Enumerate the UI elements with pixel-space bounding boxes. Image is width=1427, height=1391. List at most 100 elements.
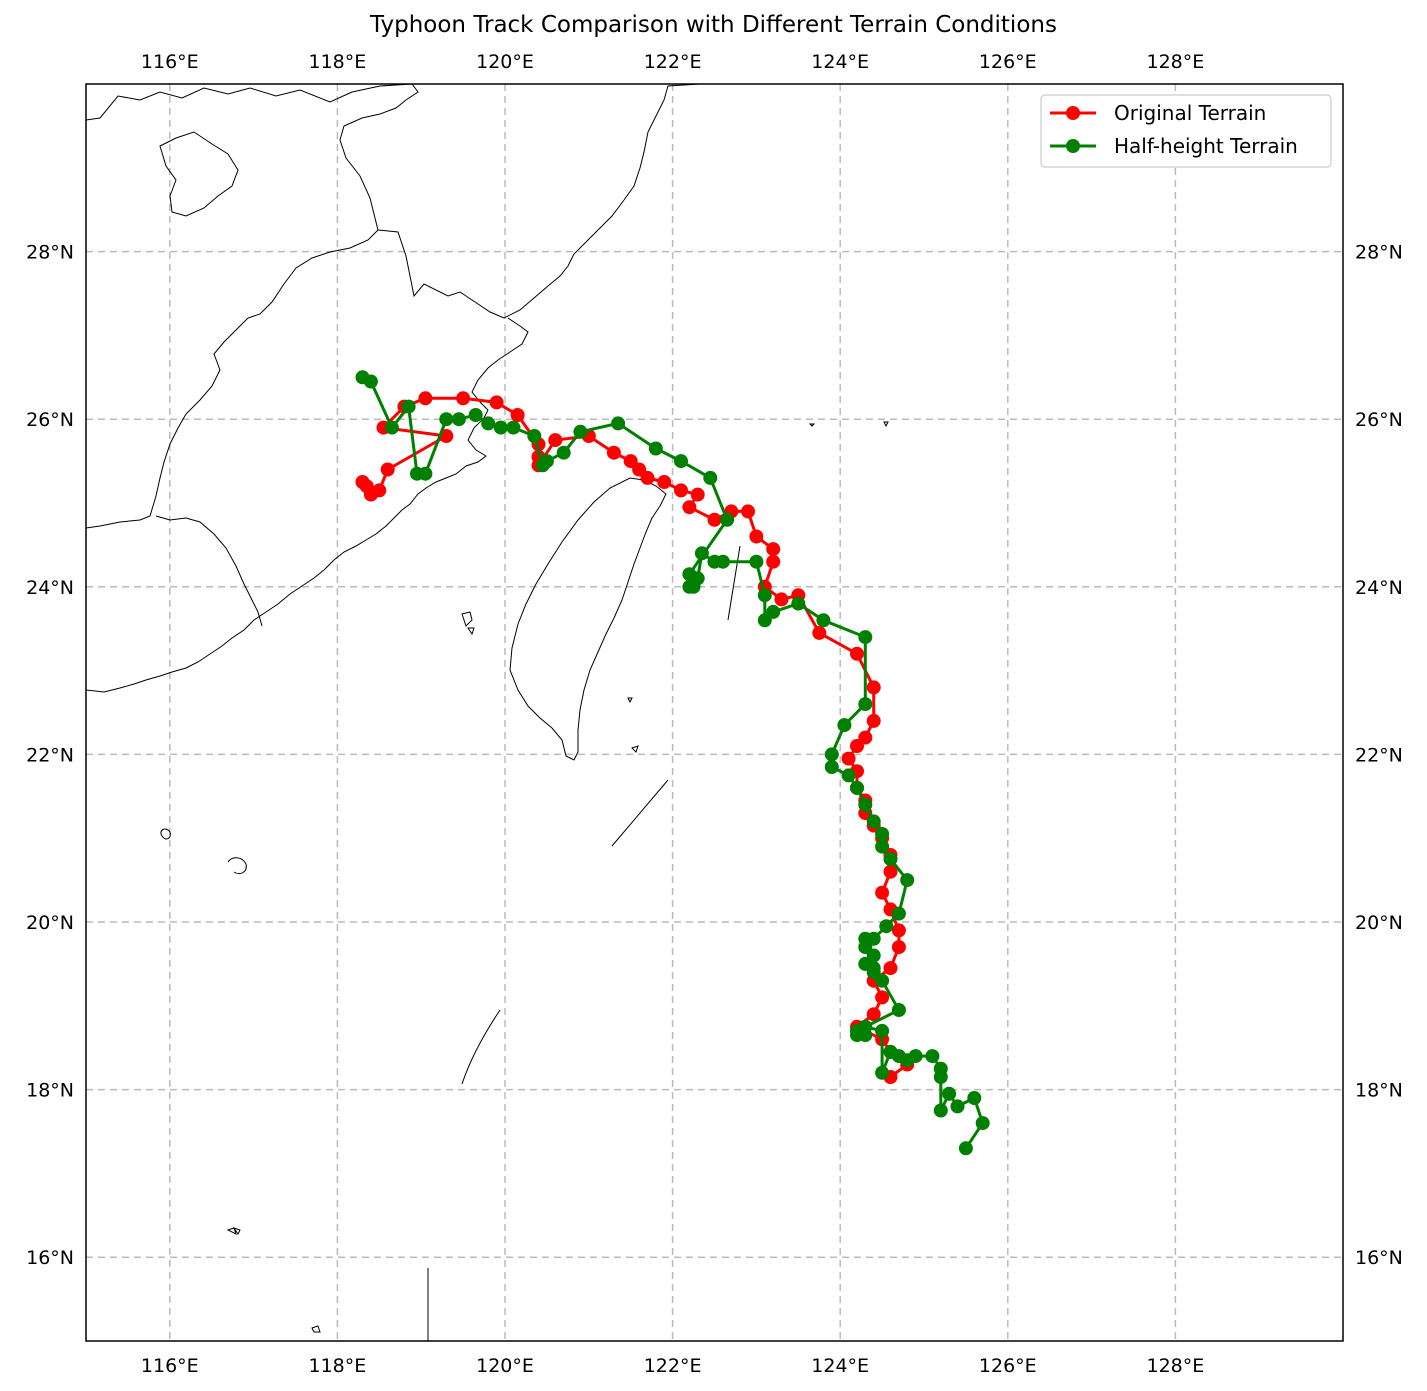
tick-label-lat-left: 22°N — [26, 744, 74, 766]
axis-ticks: 116°E 116°E 118°E 118°E 120°E 120°E 122°E 122°E… — [26, 51, 1403, 1377]
track-point — [682, 500, 697, 515]
tick-label-lon-bottom: 126°E — [979, 1355, 1037, 1377]
legend-label-half: Half-height Terrain — [1114, 134, 1298, 158]
tick-label-lat-right: 26°N — [1355, 409, 1403, 431]
track-point — [766, 542, 781, 557]
track-point — [648, 441, 663, 456]
tick-label-lon-top: 118°E — [309, 51, 367, 73]
coast-fujian — [86, 317, 529, 693]
track-point — [866, 1007, 881, 1022]
track-point — [925, 1049, 940, 1064]
track-point — [690, 487, 705, 502]
track-point — [527, 429, 542, 443]
track-series-original — [355, 391, 915, 1084]
track-point — [850, 1023, 864, 1038]
track-point — [858, 697, 873, 712]
track-point — [875, 990, 890, 1005]
track-point — [841, 751, 856, 766]
track-point — [481, 416, 496, 431]
track-point — [468, 408, 483, 422]
track-point — [674, 454, 688, 469]
track-point — [657, 475, 672, 489]
track-point — [757, 588, 772, 603]
track-point — [694, 546, 709, 561]
tick-label-lat-right: 28°N — [1355, 242, 1403, 264]
tick-label-lon-bottom: 118°E — [309, 1355, 367, 1377]
track-point — [674, 483, 688, 498]
track-point — [749, 554, 764, 569]
tick-label-lon-bottom: 124°E — [811, 1355, 869, 1377]
track-point — [757, 613, 772, 628]
track-point — [879, 919, 894, 934]
tick-label-lat-left: 18°N — [26, 1080, 74, 1102]
track-point — [573, 424, 588, 439]
track-point — [975, 1116, 990, 1131]
track-point — [682, 567, 697, 582]
mainland-coastline — [86, 84, 701, 319]
track-point — [858, 797, 873, 812]
small-island-2 — [631, 745, 639, 753]
tick-label-lat-right: 18°N — [1355, 1080, 1403, 1102]
track-point — [858, 730, 873, 745]
island-pratas — [160, 828, 171, 840]
track-point — [891, 1003, 906, 1017]
tick-label-lon-bottom: 122°E — [644, 1355, 702, 1377]
track-point — [380, 462, 395, 477]
track-point — [841, 768, 856, 783]
island-hk — [227, 857, 247, 875]
track-point — [891, 940, 906, 955]
tick-label-lat-left: 20°N — [26, 912, 74, 934]
track-point — [741, 504, 755, 519]
track-point — [812, 625, 827, 640]
track-point — [858, 630, 873, 645]
track-line — [361, 396, 909, 1079]
penghu-islands — [461, 611, 475, 636]
track-point — [720, 512, 735, 527]
track-point — [866, 931, 881, 946]
track-point — [950, 1099, 965, 1114]
track-point — [451, 412, 466, 427]
track-point — [883, 864, 898, 879]
track-point — [749, 529, 764, 544]
track-point — [355, 475, 370, 489]
track-point — [967, 1091, 982, 1105]
track-point — [556, 445, 571, 460]
track-point — [510, 408, 525, 422]
tick-label-lat-right: 22°N — [1355, 744, 1403, 766]
tick-label-lat-left: 24°N — [26, 577, 74, 599]
track-point — [824, 760, 839, 774]
track-point — [384, 420, 399, 435]
tick-label-lon-top: 124°E — [811, 51, 869, 73]
track-point — [883, 852, 898, 867]
tick-label-lat-left: 16°N — [26, 1247, 74, 1269]
track-point — [866, 814, 881, 829]
track-point — [682, 579, 697, 594]
track-point — [883, 1044, 898, 1059]
inland-lakes — [159, 131, 239, 217]
track-point — [493, 420, 508, 435]
coastlines — [86, 84, 889, 1341]
track-layer — [355, 370, 990, 1156]
plot-frame — [85, 83, 1344, 1342]
track-point — [850, 646, 864, 661]
track-point — [875, 885, 890, 900]
tick-label-lat-left: 26°N — [26, 409, 74, 431]
tick-label-lon-top: 120°E — [476, 51, 534, 73]
track-point — [875, 827, 890, 841]
legend: Original Terrain Half-height Terrain — [1040, 94, 1332, 168]
tick-label-lat-right: 24°N — [1355, 577, 1403, 599]
track-point — [401, 399, 416, 414]
track-point — [933, 1103, 948, 1118]
track-point — [875, 1065, 890, 1080]
track-point — [900, 873, 915, 888]
small-island-1 — [627, 697, 633, 704]
line-trace-3 — [461, 1009, 501, 1085]
track-point — [355, 370, 370, 385]
island-small-5 — [226, 1227, 241, 1235]
track-point — [850, 780, 864, 795]
track-point — [891, 923, 906, 938]
legend-box — [1040, 94, 1332, 168]
taiwan-outline — [509, 477, 667, 761]
tick-label-lat-left: 28°N — [26, 242, 74, 264]
